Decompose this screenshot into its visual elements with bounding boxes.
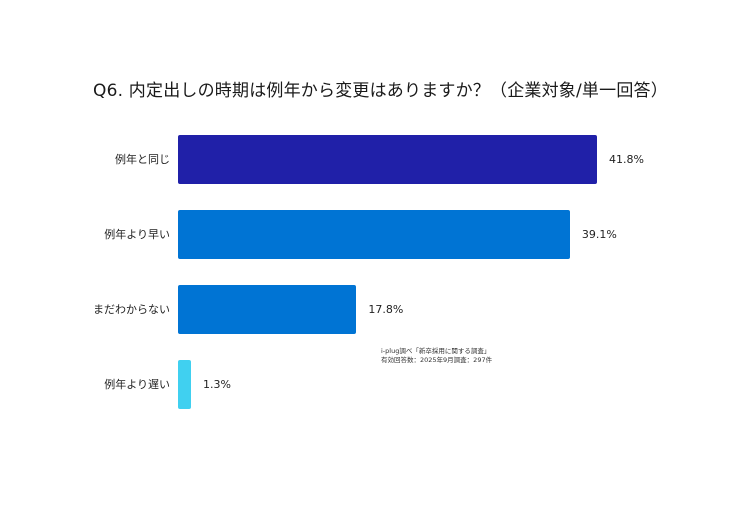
- bar: [178, 135, 597, 184]
- category-label: 例年より早い: [104, 228, 170, 241]
- chart-title: Q6. 内定出しの時期は例年から変更はありますか？（企業対象/単一回答）: [93, 81, 668, 101]
- source-note-line2: 有効回答数：2025年9月調査：297件: [381, 356, 493, 364]
- category-label: まだわからない: [93, 303, 170, 316]
- value-label: 39.1%: [581, 228, 617, 241]
- value-label: 17.8%: [368, 303, 404, 316]
- bar-row: 例年と同じ 41.8%: [0, 135, 739, 184]
- category-label: 例年より遅い: [104, 378, 170, 391]
- bar-row: 例年より遅い 1.3%: [0, 360, 739, 409]
- bar: [178, 360, 192, 409]
- source-note: i-plug調べ「新卒採用に関する調査」 有効回答数：2025年9月調査：297…: [381, 347, 492, 365]
- value-label: 1.3%: [203, 378, 231, 391]
- bar-row: まだわからない 17.8%: [0, 285, 739, 334]
- bar: [178, 210, 570, 259]
- bar-row: 例年より早い 39.1%: [0, 210, 739, 259]
- source-note-line1: i-plug調べ「新卒採用に関する調査」: [381, 347, 491, 355]
- bar: [178, 285, 357, 334]
- category-label: 例年と同じ: [115, 153, 170, 166]
- value-label: 41.8%: [609, 153, 644, 166]
